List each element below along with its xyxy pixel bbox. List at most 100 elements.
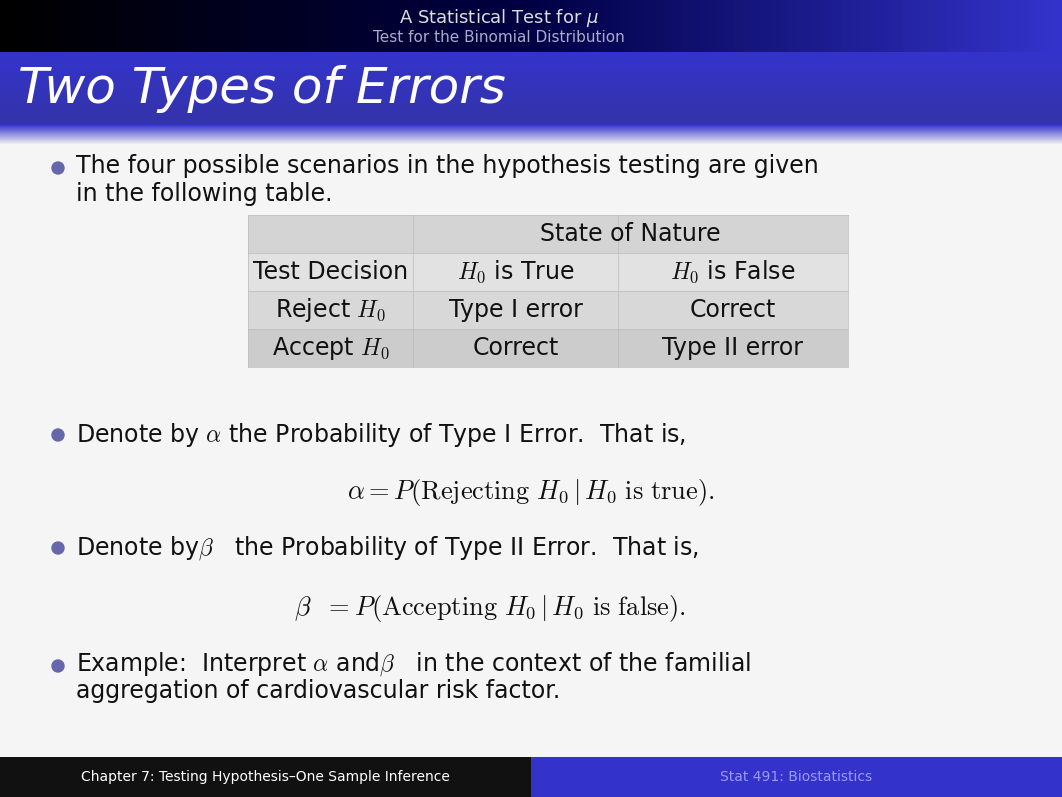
Bar — [611, 0, 620, 52]
Bar — [0, 93, 1062, 96]
Bar — [310, 0, 320, 52]
Bar — [0, 0, 10, 52]
Bar — [8, 0, 19, 52]
Bar — [486, 0, 497, 52]
Text: Stat 491: Biostatistics: Stat 491: Biostatistics — [720, 770, 873, 784]
Text: Accept $H_0$: Accept $H_0$ — [272, 335, 390, 362]
Bar — [0, 137, 1062, 139]
Bar — [655, 0, 665, 52]
Bar — [249, 253, 847, 291]
Bar — [1017, 0, 1028, 52]
Bar — [0, 120, 1062, 124]
Bar — [1009, 0, 1018, 52]
Bar — [735, 0, 744, 52]
Bar — [788, 0, 798, 52]
Bar — [0, 133, 1062, 135]
Bar — [974, 0, 983, 52]
Bar — [1000, 0, 1010, 52]
Bar — [0, 95, 1062, 98]
Bar — [0, 106, 1062, 109]
Text: Two Types of Errors: Two Types of Errors — [18, 65, 506, 113]
Bar — [35, 0, 46, 52]
Text: Chapter 7: Testing Hypothesis–One Sample Inference: Chapter 7: Testing Hypothesis–One Sample… — [81, 770, 450, 784]
Bar — [194, 0, 205, 52]
Bar — [850, 0, 859, 52]
Bar — [991, 0, 1001, 52]
Bar — [0, 84, 1062, 87]
Bar — [549, 0, 559, 52]
Bar — [761, 0, 771, 52]
Bar — [593, 0, 603, 52]
Bar — [274, 0, 285, 52]
Bar — [619, 0, 630, 52]
Bar — [398, 0, 408, 52]
Bar — [460, 0, 470, 52]
Bar — [266, 0, 275, 52]
Bar — [0, 134, 1062, 135]
Bar — [106, 0, 116, 52]
Bar — [0, 128, 1062, 129]
Bar — [319, 0, 328, 52]
Bar — [45, 0, 54, 52]
Bar — [523, 0, 532, 52]
Text: Type II error: Type II error — [663, 336, 804, 360]
Text: $H_0$ is False: $H_0$ is False — [670, 259, 795, 285]
Bar — [0, 138, 1062, 139]
Bar — [0, 135, 1062, 136]
Text: $H_0$ is True: $H_0$ is True — [457, 259, 575, 285]
Bar — [141, 0, 152, 52]
Bar — [0, 90, 1062, 92]
Bar — [0, 61, 1062, 64]
Bar — [257, 0, 267, 52]
Text: Denote by $\alpha$ the Probability of Type I Error.  That is,: Denote by $\alpha$ the Probability of Ty… — [76, 421, 686, 449]
Bar — [0, 115, 1062, 118]
Circle shape — [52, 660, 64, 672]
Bar — [0, 100, 1062, 104]
Text: Correct: Correct — [473, 336, 559, 360]
Circle shape — [52, 162, 64, 174]
Bar — [504, 0, 514, 52]
Text: Test Decision: Test Decision — [253, 260, 408, 284]
Bar — [637, 0, 647, 52]
Bar — [911, 0, 922, 52]
Bar — [433, 0, 444, 52]
Bar — [0, 76, 1062, 78]
Bar — [133, 0, 142, 52]
Bar — [284, 0, 293, 52]
Bar — [98, 0, 107, 52]
Bar — [0, 92, 1062, 94]
Text: Denote by$\beta$   the Probability of Type II Error.  That is,: Denote by$\beta$ the Probability of Type… — [76, 534, 699, 562]
Bar — [159, 0, 169, 52]
Text: in the following table.: in the following table. — [76, 182, 332, 206]
Bar — [0, 70, 1062, 73]
Text: Type I error: Type I error — [448, 298, 582, 322]
Bar — [0, 126, 1062, 128]
Bar — [186, 0, 195, 52]
Bar — [0, 143, 1062, 144]
Bar — [247, 0, 258, 52]
Bar — [0, 63, 1062, 65]
Bar — [0, 88, 1062, 91]
Bar — [0, 119, 1062, 121]
Bar — [929, 0, 939, 52]
Bar — [0, 69, 1062, 71]
Bar — [249, 329, 847, 367]
Bar — [0, 132, 1062, 134]
Bar — [212, 0, 222, 52]
Bar — [0, 80, 1062, 84]
Bar — [921, 0, 930, 52]
Bar — [752, 0, 763, 52]
Bar — [558, 0, 567, 52]
Bar — [0, 140, 1062, 142]
Bar — [124, 0, 134, 52]
Text: $\beta\ \ = P(\mathrm{Accepting\ }H_0\,|\,H_0\mathrm{\ is\ false}).$: $\beta\ \ = P(\mathrm{Accepting\ }H_0\,|… — [294, 592, 686, 623]
Bar — [168, 0, 178, 52]
Bar — [372, 0, 381, 52]
Bar — [62, 0, 72, 52]
Bar — [796, 0, 806, 52]
Bar — [337, 0, 346, 52]
Bar — [0, 127, 1062, 128]
Bar — [327, 0, 338, 52]
Bar — [0, 99, 1062, 101]
Bar — [770, 0, 780, 52]
